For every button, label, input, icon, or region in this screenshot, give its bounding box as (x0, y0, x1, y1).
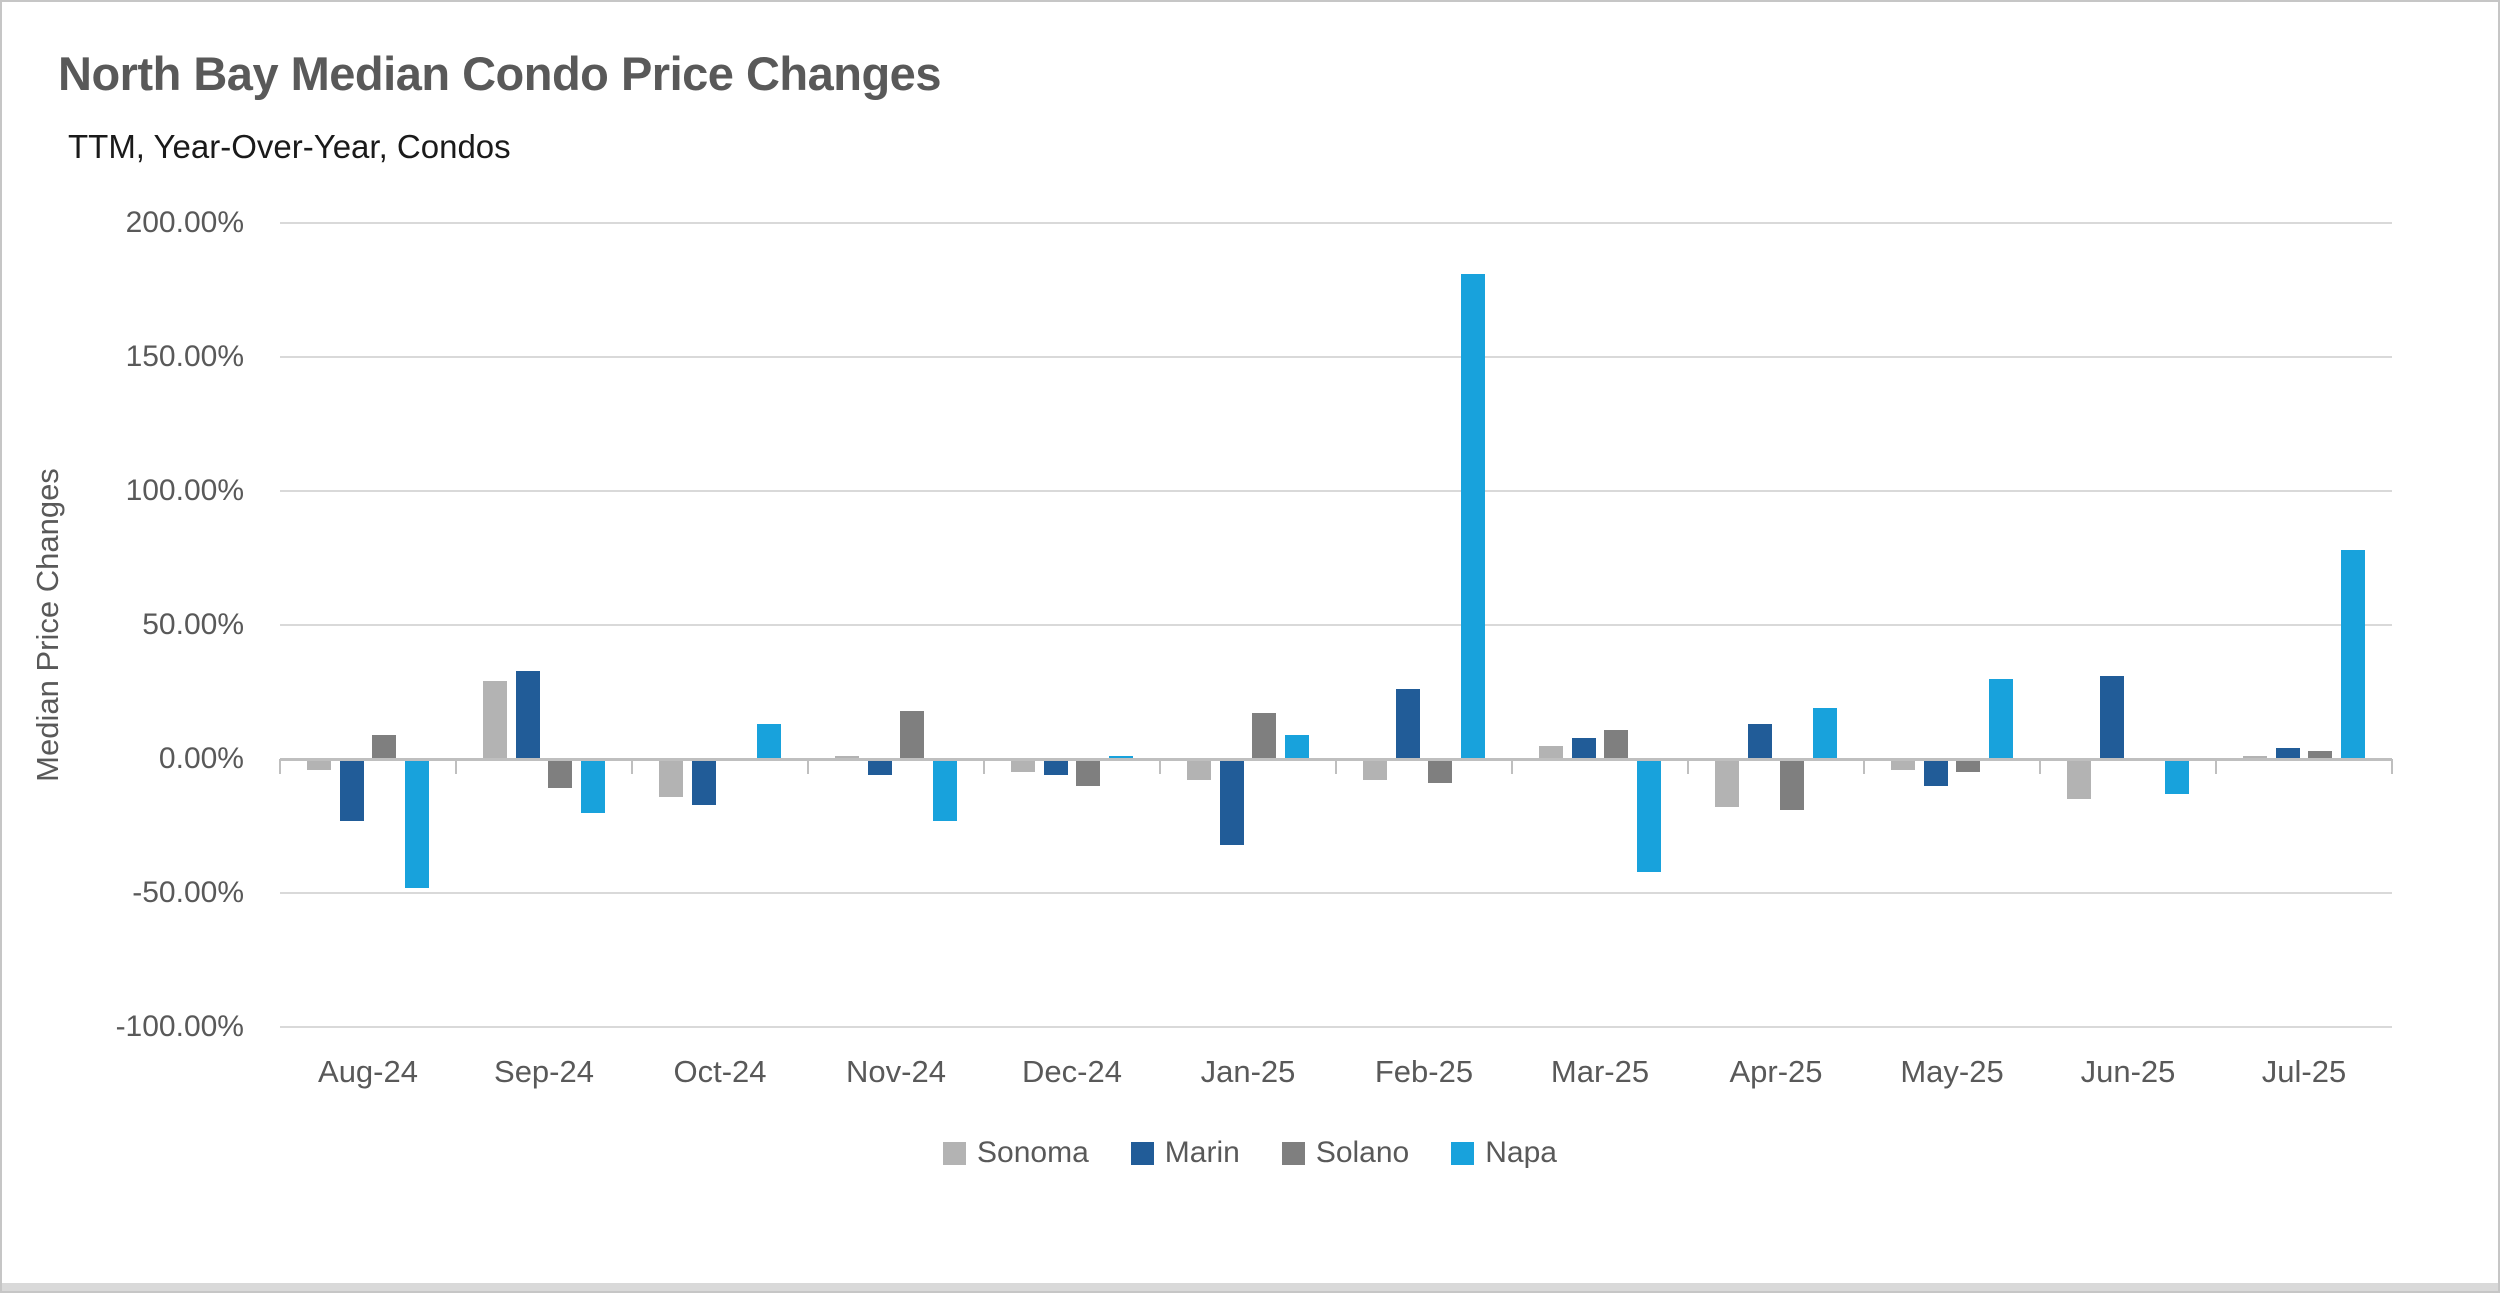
axis-tick-6 (1335, 759, 1337, 774)
axis-tick-5 (1159, 759, 1161, 774)
bar-sonoma-May-25 (1891, 759, 1916, 770)
bar-napa-Jun-25 (2164, 759, 2189, 794)
legend-swatch-solano (1281, 1141, 1305, 1165)
bar-marin-Oct-24 (691, 759, 716, 805)
bar-napa-Aug-24 (404, 759, 429, 888)
x-tick-label-Oct-24: Oct-24 (673, 1054, 767, 1089)
legend-swatch-marin (1130, 1141, 1154, 1165)
chart-title: North Bay Median Condo Price Changes (58, 47, 941, 100)
bar-sonoma-Apr-25 (1715, 759, 1740, 808)
legend-label-napa: Napa (1485, 1136, 1557, 1169)
bar-sonoma-Sep-24 (483, 681, 508, 759)
gridline-50 (280, 624, 2392, 626)
axis-tick-1 (455, 759, 457, 774)
axis-tick-12 (2391, 759, 2393, 774)
bar-solano-Aug-24 (372, 734, 397, 759)
bar-solano-Sep-24 (548, 759, 573, 789)
y-tick-label-150: 150.00% (125, 340, 244, 373)
bar-marin-Mar-25 (1571, 737, 1596, 759)
bar-napa-Nov-24 (932, 759, 957, 821)
bar-solano-Jul-25 (2308, 750, 2333, 759)
bar-napa-Feb-25 (1460, 273, 1485, 759)
axis-tick-0 (279, 759, 281, 774)
y-tick-label--50: -50.00% (132, 876, 244, 909)
bar-marin-Sep-24 (515, 670, 540, 759)
legend-item-sonoma: Sonoma (943, 1136, 1089, 1170)
legend-label-marin: Marin (1164, 1136, 1240, 1169)
y-tick-label-50: 50.00% (142, 608, 244, 641)
legend-swatch-napa (1451, 1141, 1475, 1165)
bar-napa-Apr-25 (1812, 708, 1837, 759)
axis-tick-8 (1687, 759, 1689, 774)
bar-solano-Mar-25 (1604, 729, 1629, 759)
gridline--50 (280, 892, 2392, 894)
x-tick-label-Jun-25: Jun-25 (2080, 1054, 2176, 1089)
bar-marin-Apr-25 (1747, 724, 1772, 759)
bar-napa-May-25 (1988, 678, 2013, 759)
bar-solano-Feb-25 (1428, 759, 1453, 784)
bar-sonoma-Jan-25 (1187, 759, 1212, 781)
bar-solano-Apr-25 (1780, 759, 1805, 810)
x-tick-label-Jan-25: Jan-25 (1200, 1054, 1296, 1089)
y-tick-label-200: 200.00% (125, 206, 244, 239)
gridline-100 (280, 490, 2392, 492)
chart-subtitle: TTM, Year-Over-Year, Condos (68, 128, 511, 165)
legend-item-napa: Napa (1451, 1136, 1557, 1170)
axis-tick-7 (1511, 759, 1513, 774)
y-tick-label--100: -100.00% (115, 1010, 244, 1043)
axis-tick-2 (631, 759, 633, 774)
legend-label-solano: Solano (1315, 1136, 1410, 1169)
x-tick-label-May-25: May-25 (1900, 1054, 2004, 1089)
x-tick-label-Aug-24: Aug-24 (318, 1054, 418, 1089)
axis-tick-10 (2039, 759, 2041, 774)
bar-marin-Jan-25 (1219, 759, 1244, 845)
gridline-200 (280, 222, 2392, 224)
legend-item-solano: Solano (1281, 1136, 1410, 1170)
bar-sonoma-Mar-25 (1539, 745, 1564, 759)
x-tick-label-Apr-25: Apr-25 (1729, 1054, 1823, 1089)
y-tick-label-0: 0.00% (158, 742, 244, 775)
bar-sonoma-Feb-25 (1363, 759, 1388, 781)
bar-sonoma-Aug-24 (307, 759, 332, 770)
bar-napa-Jul-25 (2340, 549, 2365, 759)
axis-tick-4 (983, 759, 985, 774)
bar-marin-Feb-25 (1395, 689, 1420, 759)
bar-marin-Jul-25 (2275, 748, 2300, 759)
legend-swatch-sonoma (943, 1141, 967, 1165)
bar-marin-Jun-25 (2099, 675, 2124, 759)
bar-solano-Dec-24 (1076, 759, 1101, 786)
bottom-strip (2, 1283, 2498, 1291)
bar-solano-May-25 (1956, 759, 1981, 773)
x-tick-label-Feb-25: Feb-25 (1374, 1054, 1474, 1089)
axis-tick-9 (1863, 759, 1865, 774)
bar-napa-Mar-25 (1636, 759, 1661, 872)
y-tick-label-100: 100.00% (125, 474, 244, 507)
legend: Sonoma Marin Solano Napa (2, 1136, 2498, 1170)
axis-tick-3 (807, 759, 809, 774)
bar-sonoma-Jun-25 (2067, 759, 2092, 800)
bar-napa-Sep-24 (580, 759, 605, 813)
bar-marin-Dec-24 (1043, 759, 1068, 776)
bar-napa-Jan-25 (1284, 734, 1309, 759)
bar-napa-Oct-24 (756, 724, 781, 759)
gridline-150 (280, 356, 2392, 358)
bar-solano-Jan-25 (1252, 713, 1277, 759)
bar-marin-Nov-24 (867, 759, 892, 776)
bar-marin-Aug-24 (339, 759, 364, 821)
bar-solano-Nov-24 (900, 710, 925, 759)
bar-sonoma-Dec-24 (1011, 759, 1036, 773)
legend-label-sonoma: Sonoma (977, 1136, 1089, 1169)
legend-item-marin: Marin (1130, 1136, 1240, 1170)
x-tick-label-Dec-24: Dec-24 (1022, 1054, 1122, 1089)
bar-sonoma-Oct-24 (659, 759, 684, 797)
gridline--100 (280, 1026, 2392, 1028)
x-tick-label-Jul-25: Jul-25 (2261, 1054, 2347, 1089)
x-tick-label-Nov-24: Nov-24 (846, 1054, 946, 1089)
x-tick-label-Mar-25: Mar-25 (1550, 1054, 1650, 1089)
x-tick-label-Sep-24: Sep-24 (494, 1054, 594, 1089)
axis-tick-11 (2215, 759, 2217, 774)
bar-marin-May-25 (1923, 759, 1948, 786)
